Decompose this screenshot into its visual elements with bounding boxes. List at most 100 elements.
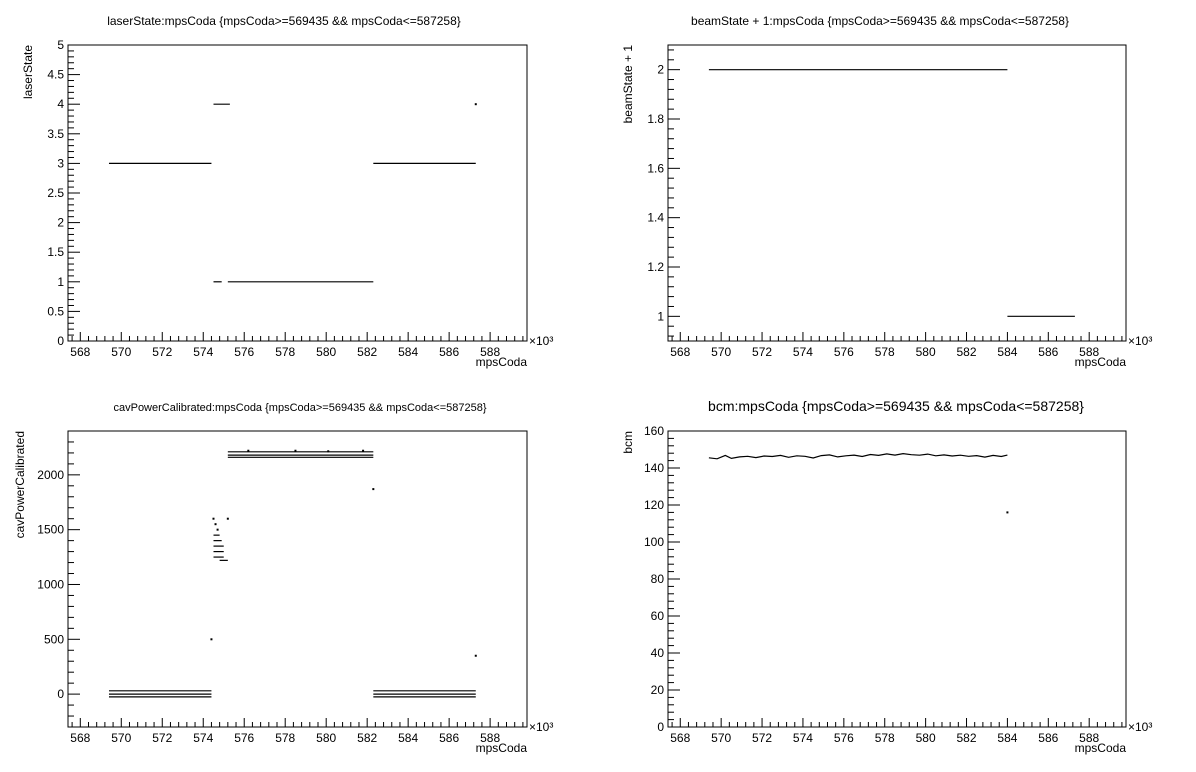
data-point <box>327 450 330 453</box>
x-tick-label: 568 <box>670 345 690 359</box>
x-tick-label: 586 <box>439 345 459 359</box>
y-tick-label: 0.5 <box>47 304 64 318</box>
x-axis-title: mpsCoda <box>476 741 528 755</box>
data-point <box>216 528 219 531</box>
chart-title: beamState + 1:mpsCoda {mpsCoda>=569435 &… <box>691 14 1069 28</box>
y-tick-label: 1 <box>657 309 664 323</box>
y-tick-label: 20 <box>651 683 665 697</box>
x-tick-label: 578 <box>875 345 895 359</box>
y-tick-label: 1 <box>57 275 64 289</box>
x-tick-label: 588 <box>1079 731 1099 745</box>
x-tick-label: 570 <box>711 345 731 359</box>
x-tick-label: 578 <box>275 731 295 745</box>
x-tick-label: 582 <box>357 731 377 745</box>
y-tick-label: 1.4 <box>647 211 664 225</box>
plot-frame <box>67 44 528 342</box>
data-point <box>362 449 365 452</box>
x-multiplier-label: ×10³ <box>1128 334 1152 348</box>
y-tick-label: 60 <box>651 609 665 623</box>
x-tick-label: 580 <box>316 731 336 745</box>
x-tick-label: 588 <box>480 345 500 359</box>
y-tick-label: 160 <box>644 424 664 438</box>
data-point <box>474 654 477 657</box>
chart-title: bcm:mpsCoda {mpsCoda>=569435 && mpsCoda<… <box>708 398 1084 414</box>
y-tick-label: 0 <box>57 334 64 348</box>
x-tick-label: 588 <box>1079 345 1099 359</box>
y-tick-label: 4 <box>57 97 64 111</box>
x-tick-label: 570 <box>111 731 131 745</box>
x-tick-label: 584 <box>398 731 418 745</box>
y-tick-label: 3 <box>57 156 64 170</box>
x-multiplier-label: ×10³ <box>529 720 553 734</box>
y-axis-title: laserState <box>21 45 35 99</box>
x-tick-label: 576 <box>234 345 254 359</box>
x-tick-label: 580 <box>316 345 336 359</box>
x-tick-label: 578 <box>275 345 295 359</box>
data-point <box>214 523 217 526</box>
data-point <box>294 449 297 452</box>
x-tick-label: 576 <box>834 345 854 359</box>
y-tick-label: 100 <box>644 535 664 549</box>
x-tick-label: 574 <box>793 345 813 359</box>
y-tick-label: 3.5 <box>47 127 64 141</box>
plot-frame <box>667 44 1127 342</box>
x-tick-label: 574 <box>793 731 813 745</box>
y-tick-label: 120 <box>644 498 664 512</box>
y-tick-label: 1.8 <box>647 112 664 126</box>
y-tick-label: 2000 <box>37 468 64 482</box>
laser-state-panel: laserState:mpsCoda {mpsCoda>=569435 && m… <box>21 14 553 369</box>
y-tick-label: 2.5 <box>47 186 64 200</box>
plot-frame <box>667 430 1127 728</box>
x-tick-label: 580 <box>916 345 936 359</box>
x-tick-label: 580 <box>916 731 936 745</box>
y-tick-label: 1.2 <box>647 260 664 274</box>
chart-title: cavPowerCalibrated:mpsCoda {mpsCoda>=569… <box>113 402 486 414</box>
cav-power-panel: cavPowerCalibrated:mpsCoda {mpsCoda>=569… <box>13 402 553 755</box>
data-point <box>474 103 477 106</box>
x-tick-label: 572 <box>752 345 772 359</box>
y-tick-label: 2 <box>57 216 64 230</box>
x-tick-label: 572 <box>152 345 172 359</box>
x-tick-label: 578 <box>875 731 895 745</box>
x-tick-label: 588 <box>480 731 500 745</box>
data-point <box>247 449 250 452</box>
x-tick-label: 570 <box>111 345 131 359</box>
data-point <box>210 638 213 641</box>
y-tick-label: 140 <box>644 461 664 475</box>
x-axis-title: mpsCoda <box>1075 741 1127 755</box>
y-axis-title: beamState + 1 <box>621 45 635 124</box>
x-tick-label: 586 <box>1038 345 1058 359</box>
x-tick-label: 584 <box>997 345 1017 359</box>
y-axis-title: bcm <box>621 431 635 454</box>
data-point <box>212 517 215 520</box>
y-tick-label: 0 <box>657 720 664 734</box>
beam-state-panel: beamState + 1:mpsCoda {mpsCoda>=569435 &… <box>621 14 1152 369</box>
y-tick-label: 1500 <box>37 523 64 537</box>
x-multiplier-label: ×10³ <box>1128 720 1152 734</box>
x-tick-label: 574 <box>193 731 213 745</box>
y-tick-label: 4.5 <box>47 68 64 82</box>
y-tick-label: 1.5 <box>47 245 64 259</box>
data-point <box>1006 511 1009 514</box>
x-tick-label: 584 <box>997 731 1017 745</box>
x-axis-title: mpsCoda <box>476 355 528 369</box>
plot-frame <box>67 430 528 728</box>
x-tick-label: 568 <box>670 731 690 745</box>
bcm-panel: bcm:mpsCoda {mpsCoda>=569435 && mpsCoda<… <box>621 398 1152 755</box>
data-series-line <box>708 452 1008 460</box>
x-tick-label: 572 <box>752 731 772 745</box>
y-tick-label: 40 <box>651 646 665 660</box>
chart-title: laserState:mpsCoda {mpsCoda>=569435 && m… <box>107 14 461 28</box>
y-tick-label: 0 <box>57 687 64 701</box>
data-point <box>372 488 375 491</box>
x-tick-label: 584 <box>398 345 418 359</box>
x-tick-label: 576 <box>834 731 854 745</box>
x-tick-label: 586 <box>439 731 459 745</box>
y-tick-label: 1000 <box>37 577 64 591</box>
x-tick-label: 586 <box>1038 731 1058 745</box>
x-tick-label: 582 <box>357 345 377 359</box>
y-tick-label: 1.6 <box>647 161 664 175</box>
y-tick-label: 80 <box>651 572 665 586</box>
x-tick-label: 576 <box>234 731 254 745</box>
